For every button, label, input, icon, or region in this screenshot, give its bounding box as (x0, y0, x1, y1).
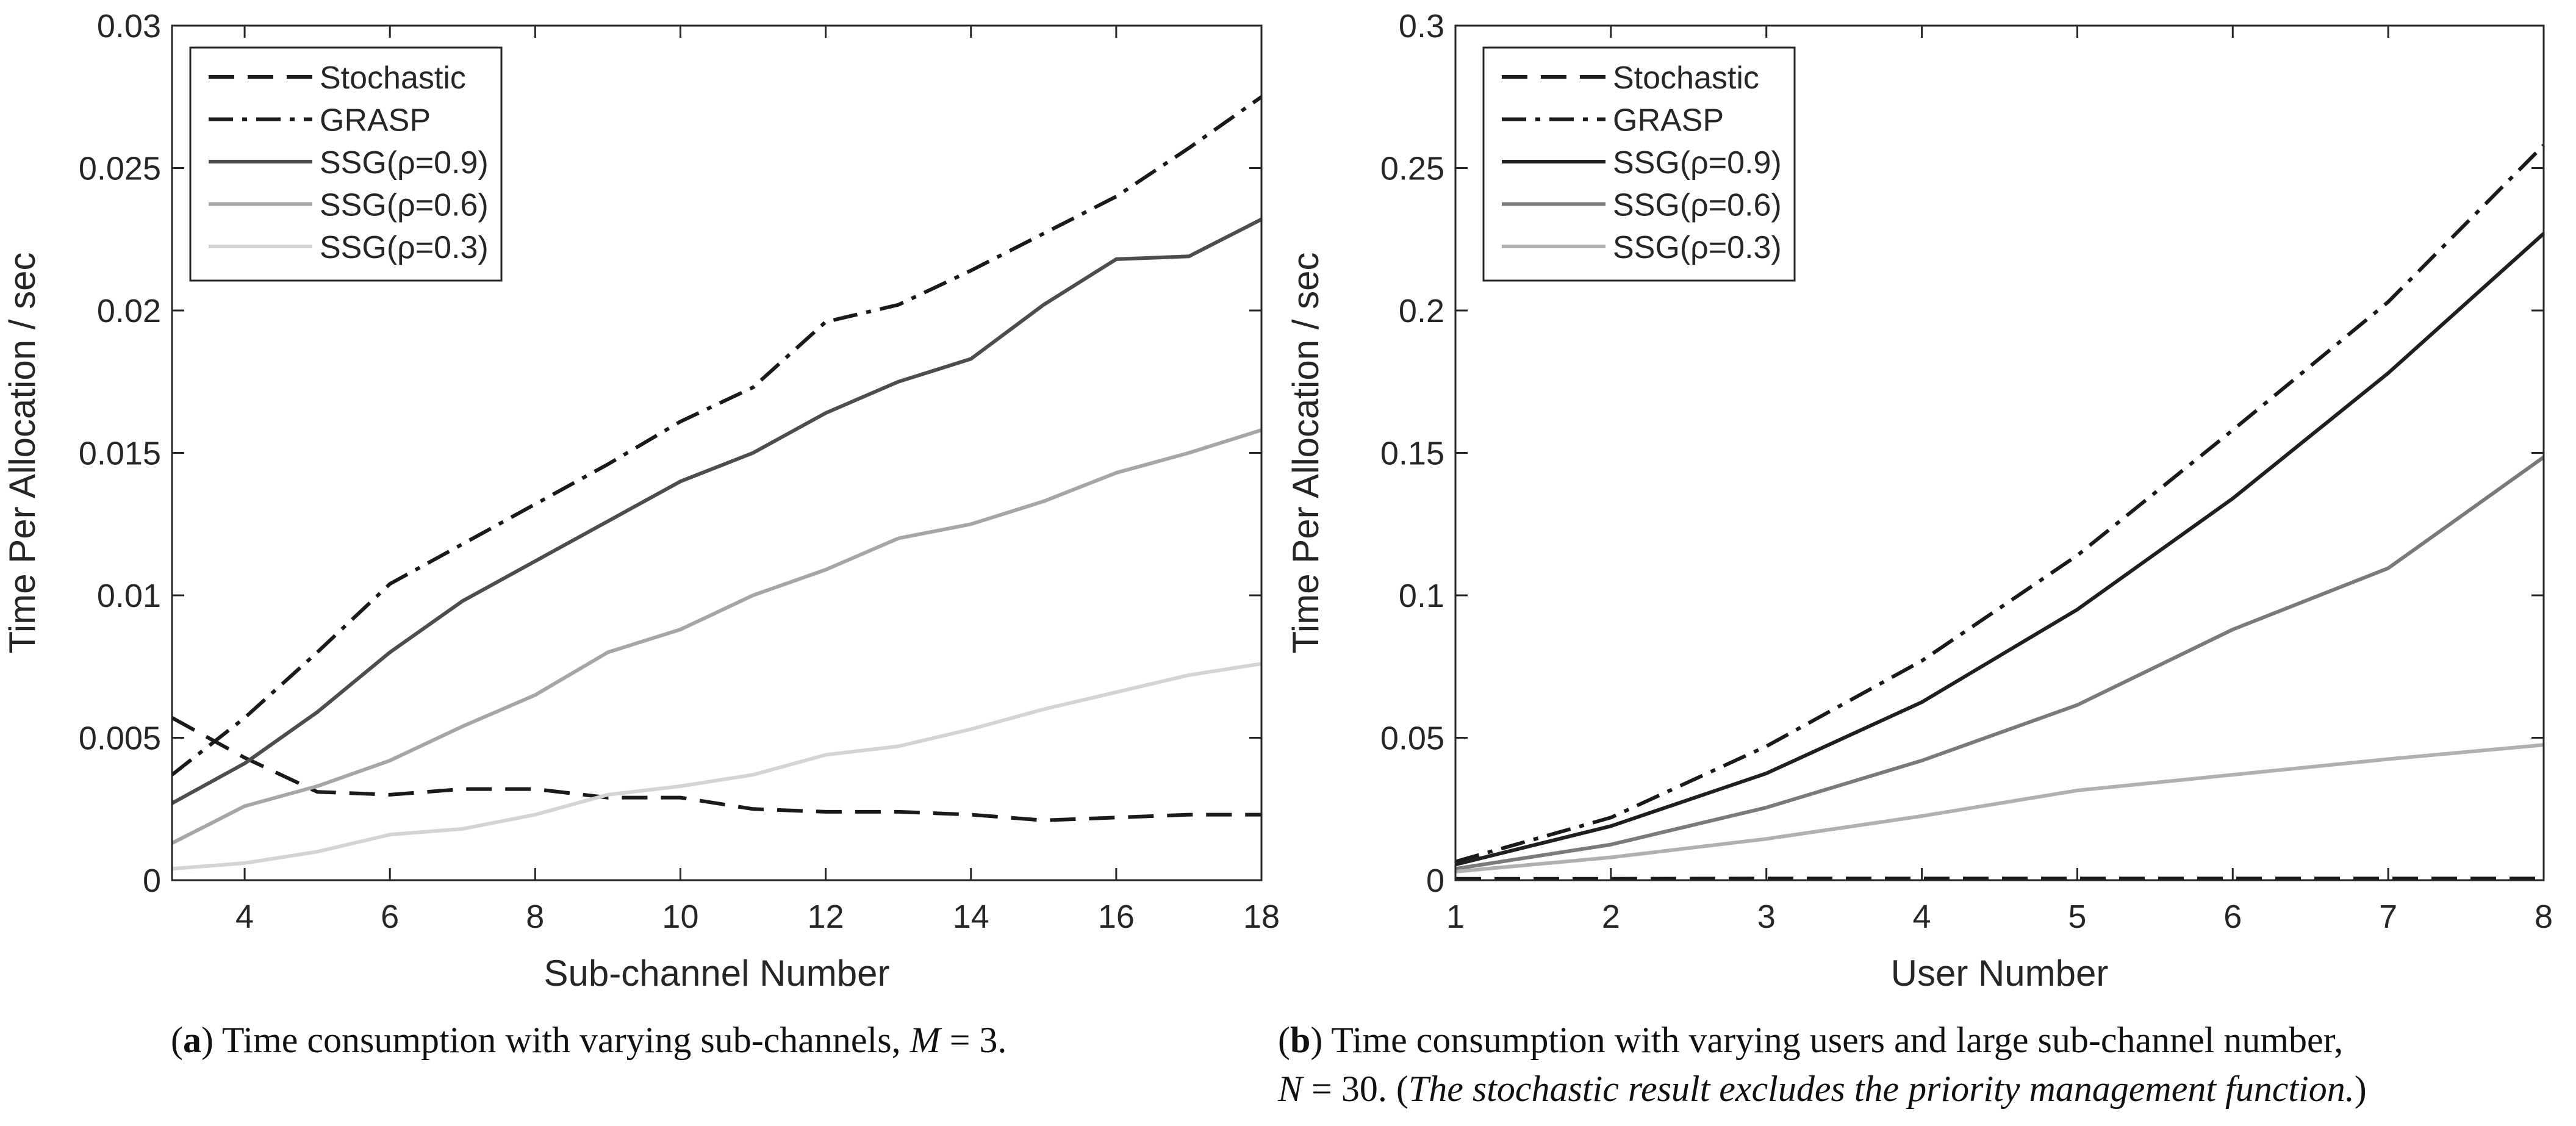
x-tick-label: 4 (1913, 898, 1931, 935)
series-line-3 (1455, 456, 2545, 871)
x-axis-label: Sub-channel Number (544, 953, 890, 994)
x-tick-label: 14 (953, 898, 989, 935)
series-line-0 (1455, 877, 2544, 881)
x-tick-label: 12 (808, 898, 844, 935)
caption-b-close: ) (2354, 1069, 2367, 1109)
legend-label-0: Stochastic (320, 60, 466, 96)
series-line-3 (171, 428, 1262, 845)
legend-label-2: SSG(ρ=0.9) (320, 145, 489, 181)
y-tick-label: 0.01 (97, 578, 161, 614)
y-axis-label: Time Per Allocation / sec (2, 252, 43, 653)
caption-a-math-value: = 3. (940, 1020, 1007, 1060)
x-tick-label: 5 (2068, 898, 2086, 935)
caption-a-label: a (182, 1020, 201, 1060)
legend: Stochastic GRASP SSG(ρ=0.9) SSG(ρ=0.6) SSG(ρ… (1482, 46, 1796, 282)
legend: Stochastic GRASP SSG(ρ=0.9) SSG(ρ=0.6) SSG(ρ… (189, 46, 503, 282)
y-tick-label: 0.02 (97, 293, 161, 329)
x-axis-label: User Number (1891, 953, 2109, 994)
series-line-4 (171, 662, 1262, 871)
legend-label-2: SSG(ρ=0.9) (1613, 145, 1782, 181)
y-tick-label: 0.15 (1380, 436, 1444, 472)
series-line-1 (171, 95, 1263, 776)
legend-label-3: SSG(ρ=0.6) (320, 188, 489, 223)
x-tick-label: 8 (2535, 898, 2553, 935)
caption-b-math-value: = 30. ( (1302, 1069, 1408, 1109)
x-tick-label: 7 (2379, 898, 2397, 935)
legend-label-1: GRASP (1613, 103, 1724, 138)
series-line-4 (1455, 743, 2544, 873)
y-tick-label: 0.005 (79, 720, 161, 757)
caption-b-label: b (1290, 1020, 1311, 1060)
y-tick-label: 0.015 (79, 436, 161, 472)
y-tick-label: 0 (143, 862, 161, 899)
legend-label-1: GRASP (320, 103, 431, 138)
caption-b-math: N (1278, 1069, 1303, 1109)
y-tick-label: 0.25 (1380, 151, 1444, 187)
caption-a-math: M (909, 1020, 941, 1060)
caption-b-note: The stochastic result excludes the prior… (1408, 1069, 2355, 1109)
x-tick-label: 1 (1446, 898, 1465, 935)
y-tick-label: 0.03 (97, 8, 161, 45)
panel-a-chart: 4 6 8 10 12 14 16 18 0 0.005 0.01 0.015 0.02 0.025 0.0… (2, 8, 1280, 994)
legend-label-4: SSG(ρ=0.3) (320, 230, 489, 265)
y-tick-label: 0.1 (1399, 578, 1444, 614)
x-tick-label: 16 (1098, 898, 1135, 935)
legend-box (189, 46, 503, 282)
caption-a: (a) Time consumption with varying sub-ch… (171, 1020, 1007, 1060)
x-tick-label: 6 (2223, 898, 2242, 935)
y-tick-label: 0.025 (79, 151, 161, 187)
series-line-0 (171, 716, 1261, 822)
x-tick-label: 10 (662, 898, 698, 935)
caption-b: (b) Time consumption with varying users … (1278, 1020, 2367, 1109)
x-tick-label: 8 (526, 898, 544, 935)
x-tick-label: 18 (1243, 898, 1280, 935)
x-tick-label: 6 (381, 898, 399, 935)
series-line-2 (171, 217, 1263, 805)
series-line-2 (1455, 232, 2546, 867)
y-axis-label: Time Per Allocation / sec (1285, 252, 1326, 653)
legend-label-0: Stochastic (1613, 60, 1759, 96)
y-tick-label: 0.3 (1399, 8, 1444, 45)
legend-label-4: SSG(ρ=0.3) (1613, 230, 1782, 265)
y-tick-label: 0 (1426, 862, 1444, 899)
caption-a-text: Time consumption with varying sub-channe… (213, 1020, 910, 1060)
y-tick-label: 0.2 (1399, 293, 1444, 329)
x-tick-label: 4 (235, 898, 254, 935)
legend-label-3: SSG(ρ=0.6) (1613, 188, 1782, 223)
panel-b-chart: 1 2 3 4 5 6 7 8 0 0.05 0.1 0.15 0.2 0.25 0.3 User Numbe… (1285, 8, 2553, 994)
series-line-1 (1455, 143, 2546, 864)
x-tick-label: 2 (1602, 898, 1620, 935)
caption-b-line1: Time consumption with varying users and … (1322, 1020, 2344, 1060)
x-tick-label: 3 (1757, 898, 1776, 935)
y-tick-label: 0.05 (1380, 720, 1444, 757)
legend-box (1482, 46, 1796, 282)
